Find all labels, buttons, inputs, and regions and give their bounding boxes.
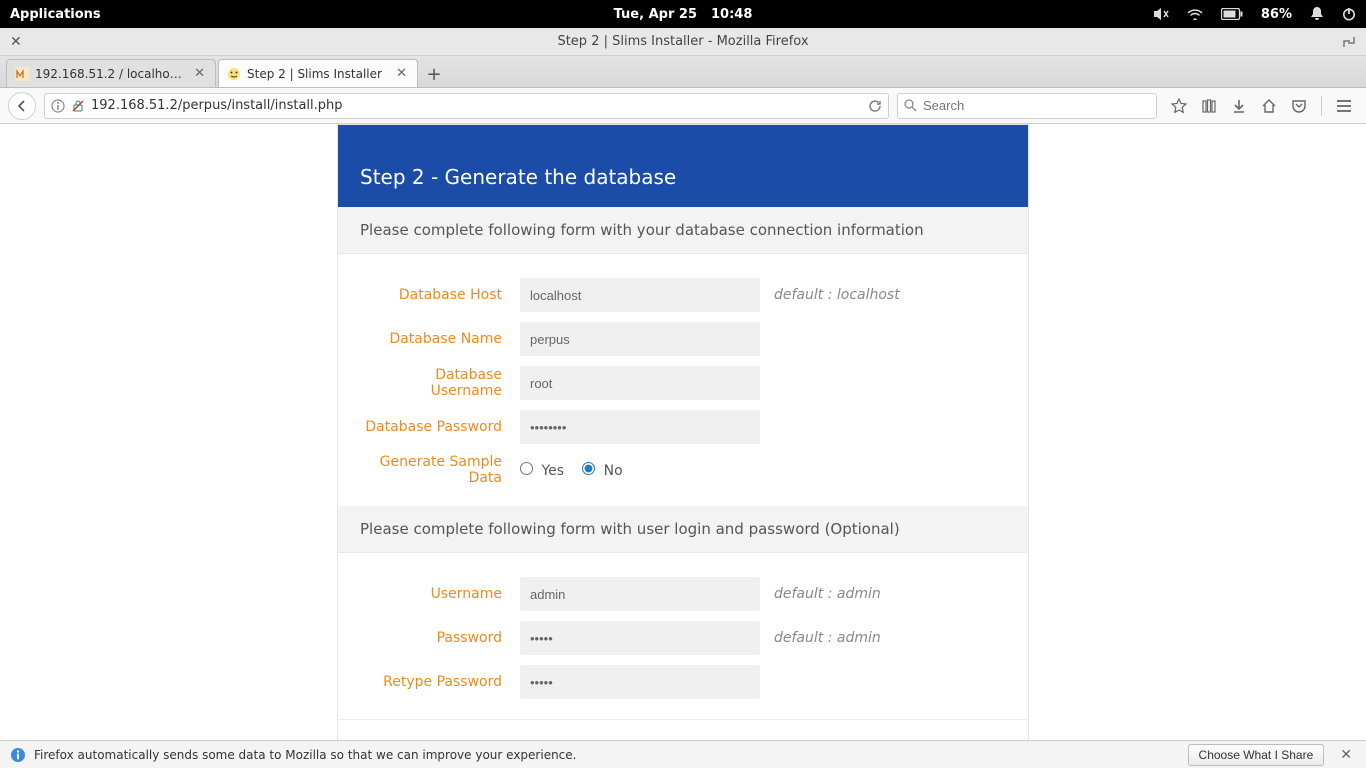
window-close-icon[interactable]: ✕ [0,34,32,50]
retype-password-input[interactable] [520,665,760,699]
window-restore-icon[interactable] [1332,35,1366,49]
installer-panel: Step 2 - Generate the database Please co… [337,124,1029,740]
db-pass-input[interactable] [520,410,760,444]
firefox-telemetry-bar: Firefox automatically sends some data to… [0,740,1366,768]
system-time: 10:48 [711,7,752,22]
search-input[interactable] [923,98,1150,113]
insecure-icon[interactable] [71,99,85,113]
home-icon[interactable] [1261,98,1277,114]
window-titlebar: ✕ Step 2 | Slims Installer - Mozilla Fir… [0,28,1366,56]
power-icon[interactable] [1342,7,1356,21]
db-host-hint: default : localhost [760,287,900,303]
info-icon [10,747,26,763]
choose-share-button[interactable]: Choose What I Share [1188,744,1325,766]
db-host-label: Database Host [360,287,520,303]
menu-icon[interactable] [1336,99,1352,113]
battery-percent: 86% [1261,7,1292,22]
window-title: Step 2 | Slims Installer - Mozilla Firef… [557,34,808,49]
reload-icon[interactable] [868,99,882,113]
db-user-label: Database Username [360,367,520,399]
dismiss-notification-icon[interactable]: ✕ [1336,747,1356,763]
site-info-icon[interactable] [51,99,65,113]
installer-section-user: Please complete following form with user… [338,506,1028,553]
bookmark-star-icon[interactable] [1171,98,1187,114]
generate-sample-label: Generate Sample Data [360,454,520,486]
system-date: Tue, Apr 25 [614,7,697,22]
slims-favicon-icon [227,67,241,81]
browser-tabstrip: 192.168.51.2 / localhost | p ✕ Step 2 | … [0,56,1366,88]
tab-title: 192.168.51.2 / localhost | p [35,67,186,81]
sample-no-option[interactable]: No [582,463,623,479]
url-text: 192.168.51.2/perpus/install/install.php [91,98,862,113]
db-user-input[interactable] [520,366,760,400]
password-input[interactable] [520,621,760,655]
search-icon [904,99,917,112]
wifi-icon[interactable] [1187,8,1203,20]
search-bar[interactable] [897,93,1157,119]
username-label: Username [360,586,520,602]
retype-password-label: Retype Password [360,674,520,690]
browser-tab[interactable]: Step 2 | Slims Installer ✕ [218,59,418,87]
username-input[interactable] [520,577,760,611]
system-menubar: Applications Tue, Apr 25 10:48 86% [0,0,1366,28]
installer-section-db: Please complete following form with your… [338,207,1028,254]
page-viewport: Step 2 - Generate the database Please co… [0,124,1366,740]
db-name-label: Database Name [360,331,520,347]
downloads-icon[interactable] [1231,98,1247,114]
pocket-icon[interactable] [1291,98,1307,114]
back-button[interactable] [8,92,36,120]
volume-muted-icon[interactable] [1153,7,1169,21]
tab-close-icon[interactable]: ✕ [192,66,207,81]
notifications-icon[interactable] [1310,6,1324,22]
db-host-input[interactable] [520,278,760,312]
applications-menu[interactable]: Applications [10,7,101,22]
browser-navbar: 192.168.51.2/perpus/install/install.php [0,88,1366,124]
password-hint: default : admin [760,630,881,646]
browser-tab[interactable]: 192.168.51.2 / localhost | p ✕ [6,59,216,87]
tab-title: Step 2 | Slims Installer [247,67,388,81]
notification-text: Firefox automatically sends some data to… [34,748,576,762]
new-tab-button[interactable]: + [420,61,448,87]
username-hint: default : admin [760,586,881,602]
installer-heading: Step 2 - Generate the database [338,125,1028,207]
battery-icon[interactable] [1221,8,1243,20]
tab-close-icon[interactable]: ✕ [394,66,409,81]
library-icon[interactable] [1201,98,1217,114]
sample-yes-option[interactable]: Yes [520,463,564,479]
phpmyadmin-favicon-icon [15,67,29,81]
db-pass-label: Database Password [360,419,520,435]
password-label: Password [360,630,520,646]
db-name-input[interactable] [520,322,760,356]
toolbar-separator [1321,96,1322,116]
url-bar[interactable]: 192.168.51.2/perpus/install/install.php [44,93,889,119]
